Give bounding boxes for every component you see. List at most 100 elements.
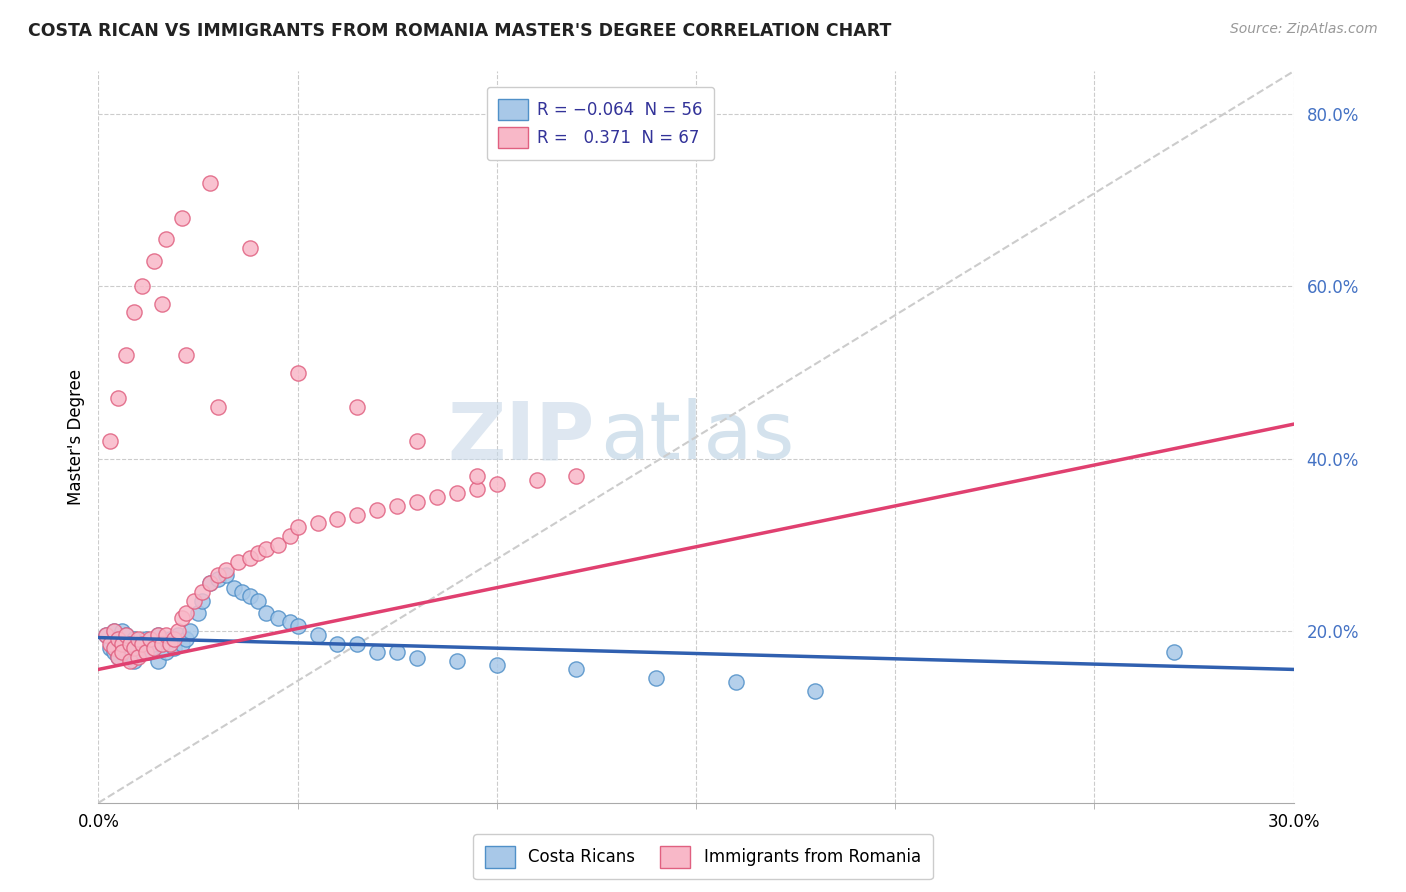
Point	[115, 348, 138, 362]
Point	[246, 546, 269, 560]
Point	[226, 555, 249, 569]
Point	[139, 645, 162, 659]
Point	[406, 434, 429, 449]
Point	[150, 637, 173, 651]
Point	[326, 637, 349, 651]
Point	[307, 628, 329, 642]
Point	[167, 624, 190, 638]
Point	[98, 637, 122, 651]
Point	[148, 628, 170, 642]
Point	[254, 541, 277, 556]
Point	[115, 628, 138, 642]
Point	[150, 296, 173, 310]
Point	[254, 607, 277, 621]
Point	[426, 491, 449, 505]
Point	[103, 640, 125, 655]
Point	[179, 624, 201, 638]
Point	[115, 628, 138, 642]
Point	[115, 645, 138, 659]
Point	[127, 632, 149, 647]
Point	[267, 538, 290, 552]
Point	[239, 241, 262, 255]
Point	[155, 645, 177, 659]
Point	[96, 628, 118, 642]
Point	[278, 529, 301, 543]
Point	[267, 611, 290, 625]
Point	[565, 662, 588, 676]
Point	[107, 632, 129, 647]
Point	[287, 366, 309, 380]
Point	[120, 637, 142, 651]
Point	[155, 628, 177, 642]
Point	[366, 503, 388, 517]
Point	[98, 640, 122, 655]
Point	[526, 473, 548, 487]
Point	[485, 658, 508, 673]
Point	[148, 628, 170, 642]
Point	[131, 279, 153, 293]
Point	[148, 654, 170, 668]
Point	[207, 400, 229, 414]
Point	[565, 468, 588, 483]
Point	[135, 645, 157, 659]
Point	[174, 348, 197, 362]
Point	[107, 632, 129, 647]
Point	[287, 520, 309, 534]
Point	[172, 211, 194, 225]
Point	[143, 253, 166, 268]
Point	[645, 671, 668, 685]
Point	[174, 607, 197, 621]
Point	[131, 640, 153, 655]
Point	[103, 624, 125, 638]
Point	[124, 632, 146, 647]
Point	[124, 305, 146, 319]
Point	[215, 567, 238, 582]
Point	[231, 585, 253, 599]
Y-axis label: Master's Degree: Master's Degree	[66, 369, 84, 505]
Point	[222, 581, 245, 595]
Point	[163, 632, 186, 647]
Point	[159, 632, 181, 647]
Legend: Costa Ricans, Immigrants from Romania: Costa Ricans, Immigrants from Romania	[474, 834, 932, 880]
Point	[107, 649, 129, 664]
Point	[278, 615, 301, 629]
Point	[107, 649, 129, 664]
Point	[107, 392, 129, 406]
Point	[167, 628, 190, 642]
Point	[172, 637, 194, 651]
Point	[485, 477, 508, 491]
Point	[385, 499, 409, 513]
Point	[135, 632, 157, 647]
Point	[103, 624, 125, 638]
Point	[103, 645, 125, 659]
Point	[406, 651, 429, 665]
Text: atlas: atlas	[600, 398, 794, 476]
Text: Source: ZipAtlas.com: Source: ZipAtlas.com	[1230, 22, 1378, 37]
Point	[385, 645, 409, 659]
Point	[155, 232, 177, 246]
Point	[207, 567, 229, 582]
Point	[1163, 645, 1185, 659]
Point	[191, 585, 214, 599]
Point	[465, 468, 488, 483]
Point	[346, 637, 368, 651]
Point	[804, 684, 827, 698]
Point	[111, 645, 134, 659]
Point	[207, 572, 229, 586]
Point	[127, 649, 149, 664]
Point	[174, 632, 197, 647]
Point	[111, 624, 134, 638]
Point	[120, 649, 142, 664]
Point	[446, 486, 468, 500]
Point	[111, 637, 134, 651]
Point	[287, 619, 309, 633]
Point	[198, 176, 221, 190]
Point	[406, 494, 429, 508]
Point	[127, 637, 149, 651]
Point	[159, 637, 181, 651]
Point	[120, 637, 142, 651]
Point	[98, 434, 122, 449]
Point	[239, 550, 262, 565]
Point	[366, 645, 388, 659]
Point	[198, 576, 221, 591]
